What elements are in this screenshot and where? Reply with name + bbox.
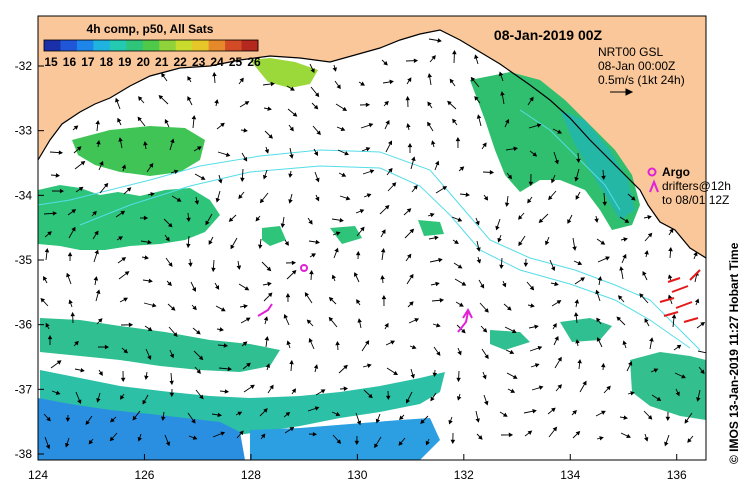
x-tick-label: 126: [134, 468, 154, 482]
colorbar-tick-label: 23: [192, 55, 206, 69]
current-vector-head: [707, 352, 710, 355]
y-tick-label: -33: [15, 124, 33, 138]
drifters-legend-line1: drifters@12h: [662, 179, 731, 193]
y-tick-label: -38: [15, 447, 33, 461]
info-product: NRT00 GSL: [598, 45, 663, 59]
info-time: 08-Jan 00:00Z: [598, 59, 675, 73]
colorbar-tick-label: 21: [155, 55, 169, 69]
y-tick-label: -34: [15, 188, 33, 202]
colorbar-tick-label: 24: [210, 55, 224, 69]
argo-legend-label: Argo: [662, 165, 690, 179]
colorbar-swatch: [143, 40, 160, 51]
colorbar-swatch: [44, 40, 61, 51]
x-tick-label: 128: [241, 468, 261, 482]
colorbar-swatch: [93, 40, 110, 51]
x-tick-label: 124: [28, 468, 48, 482]
colorbar-tick-label: 20: [137, 55, 151, 69]
y-tick-label: -35: [15, 253, 33, 267]
colorbar-swatch: [159, 40, 176, 51]
y-tick-label: -36: [15, 318, 33, 332]
credit-text: © IMOS 13-Jan-2019 11:27 Hobart Time: [727, 242, 741, 464]
info-scale: 0.5m/s (1kt 24h): [598, 73, 685, 87]
colorbar-gradient: [44, 40, 259, 51]
x-tick-label: 134: [560, 468, 580, 482]
colorbar-tick-label: 19: [118, 55, 132, 69]
colorbar-swatch: [192, 40, 209, 51]
colorbar-tick-label: 25: [229, 55, 243, 69]
map-date-title: 08-Jan-2019 00Z: [494, 27, 603, 43]
x-tick-label: 136: [667, 468, 687, 482]
colorbar-swatch: [60, 40, 77, 51]
colorbar-swatch: [77, 40, 94, 51]
drifters-legend-line2: to 08/01 12Z: [662, 193, 729, 207]
colorbar-swatch: [176, 40, 193, 51]
colorbar-tick-label: 22: [174, 55, 188, 69]
y-tick-label: -32: [15, 59, 33, 73]
colorbar-title: 4h comp, p50, All Sats: [87, 22, 214, 36]
colorbar-swatch: [242, 40, 259, 51]
colorbar-swatch: [209, 40, 226, 51]
x-tick-label: 130: [347, 468, 367, 482]
colorbar-swatch: [110, 40, 127, 51]
colorbar-swatch: [225, 40, 242, 51]
colorbar-tick-label: 26: [247, 55, 261, 69]
colorbar-tick-label: 17: [81, 55, 95, 69]
y-tick-label: -37: [15, 382, 33, 396]
colorbar-swatch: [126, 40, 143, 51]
colorbar-tick-label: 16: [63, 55, 77, 69]
colorbar-tick-label: 18: [100, 55, 114, 69]
x-tick-label: 132: [454, 468, 474, 482]
colorbar-tick-label: 15: [44, 55, 58, 69]
